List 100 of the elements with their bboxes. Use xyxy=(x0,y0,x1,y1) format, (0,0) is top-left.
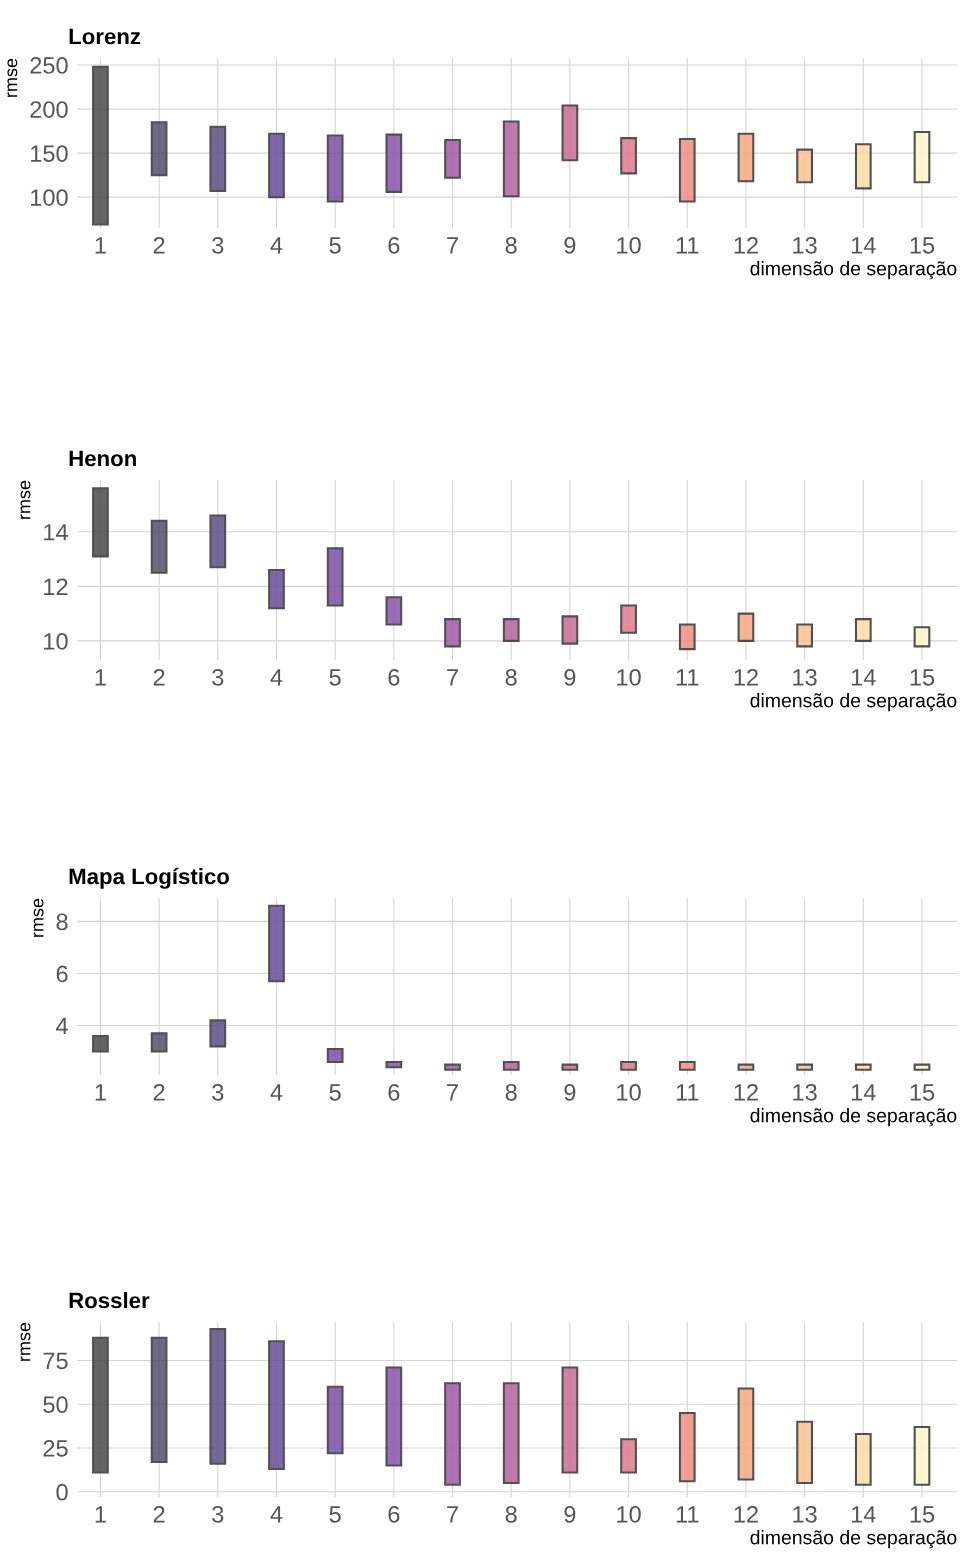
bar xyxy=(620,1060,637,1071)
y-tick-label: 75 xyxy=(43,1352,68,1370)
bar xyxy=(620,137,637,175)
x-tick-label: 12 xyxy=(734,1083,758,1101)
x-tick-label: 4 xyxy=(270,1506,283,1523)
x-tick-label: 1 xyxy=(95,1084,106,1101)
y-tick-label: 25 xyxy=(43,1440,68,1457)
bar xyxy=(737,1063,755,1071)
bar xyxy=(796,1063,813,1071)
bar xyxy=(150,1032,168,1053)
y-tick-label: 12 xyxy=(44,578,68,595)
x-tick-label: 8 xyxy=(505,236,517,254)
bar xyxy=(854,143,872,190)
x-tick-label: 8 xyxy=(505,1083,517,1101)
bar xyxy=(92,1336,109,1474)
x-tick-label: 5 xyxy=(329,1084,341,1101)
bar xyxy=(444,1382,461,1486)
bar xyxy=(150,121,168,177)
y-tick-label: 8 xyxy=(56,913,68,931)
x-tick-label: 9 xyxy=(564,1083,576,1101)
x-axis-title: dimensão de separação xyxy=(750,1108,957,1127)
x-tick-label: 14 xyxy=(851,1506,876,1523)
bar xyxy=(268,904,285,983)
bar xyxy=(913,1063,931,1071)
bar xyxy=(854,1063,872,1071)
bar xyxy=(620,1438,637,1474)
y-tick-label: 4 xyxy=(56,1017,68,1035)
x-tick-label: 13 xyxy=(793,1083,817,1101)
bar xyxy=(209,125,227,193)
x-tick-label: 10 xyxy=(617,1505,641,1523)
x-tick-label: 4 xyxy=(270,1084,283,1101)
x-tick-label: 11 xyxy=(676,669,699,686)
bar xyxy=(678,623,696,651)
bar xyxy=(561,1063,579,1071)
x-tick-label: 12 xyxy=(734,236,758,254)
bar xyxy=(913,1425,931,1486)
bar xyxy=(385,1060,403,1069)
x-tick-label: 1 xyxy=(95,1506,106,1523)
y-tick-label: 250 xyxy=(30,57,68,74)
x-tick-label: 7 xyxy=(447,237,458,254)
bar xyxy=(92,65,109,226)
bar xyxy=(385,596,403,626)
bar xyxy=(678,138,696,203)
x-tick-label: 15 xyxy=(910,1506,935,1523)
x-tick-label: 11 xyxy=(676,1084,699,1101)
x-tick-label: 14 xyxy=(851,1084,876,1101)
bar xyxy=(502,1060,520,1071)
x-tick-label: 4 xyxy=(270,669,283,686)
y-tick-label: 0 xyxy=(56,1483,68,1501)
y-tick-label: 200 xyxy=(30,101,68,118)
bar xyxy=(502,120,520,198)
bar xyxy=(620,604,637,634)
x-tick-label: 7 xyxy=(447,669,458,686)
x-tick-label: 13 xyxy=(793,236,817,254)
x-tick-label: 6 xyxy=(388,668,400,686)
x-tick-label: 9 xyxy=(564,236,576,254)
bar xyxy=(209,514,227,569)
chart-title: Mapa Logístico xyxy=(69,867,230,889)
chart-title: Lorenz xyxy=(69,28,141,45)
bar xyxy=(326,1047,344,1064)
y-tick-label: 50 xyxy=(43,1396,68,1414)
y-tick-label: 14 xyxy=(44,524,68,541)
bar xyxy=(561,104,579,162)
x-axis-title: dimensão de separação xyxy=(750,261,957,280)
x-tick-label: 13 xyxy=(793,1505,817,1523)
x-axis-title: dimensão de separação xyxy=(750,1530,957,1549)
x-tick-label: 4 xyxy=(270,237,283,254)
x-tick-label: 14 xyxy=(851,237,876,254)
bar xyxy=(737,1387,755,1481)
bar xyxy=(150,519,168,574)
x-tick-label: 15 xyxy=(910,669,935,686)
bar xyxy=(444,1063,461,1071)
bar xyxy=(913,130,931,184)
bar xyxy=(209,1327,227,1465)
x-tick-label: 9 xyxy=(564,1505,576,1523)
x-tick-label: 10 xyxy=(617,668,641,686)
bar xyxy=(268,1340,285,1471)
bar xyxy=(678,1411,696,1483)
bar xyxy=(796,148,813,184)
bar xyxy=(444,618,461,648)
x-tick-label: 14 xyxy=(851,669,876,686)
x-tick-label: 3 xyxy=(212,668,224,686)
x-tick-label: 5 xyxy=(329,669,341,686)
x-tick-label: 10 xyxy=(617,236,641,254)
x-tick-label: 12 xyxy=(734,668,758,686)
bar xyxy=(913,626,931,648)
x-tick-label: 5 xyxy=(329,1506,341,1523)
bar xyxy=(561,1366,579,1474)
bar xyxy=(92,1034,109,1053)
chart-title: Rossler xyxy=(69,1292,150,1309)
x-tick-label: 2 xyxy=(153,1505,165,1523)
bar xyxy=(326,134,344,203)
x-tick-label: 13 xyxy=(793,668,817,686)
bar xyxy=(737,612,755,642)
bar xyxy=(796,623,813,648)
bar xyxy=(561,615,579,645)
x-tick-label: 8 xyxy=(505,1505,517,1523)
x-tick-label: 7 xyxy=(447,1084,458,1101)
y-axis-title: rmse xyxy=(7,58,18,97)
x-tick-label: 3 xyxy=(212,236,224,254)
